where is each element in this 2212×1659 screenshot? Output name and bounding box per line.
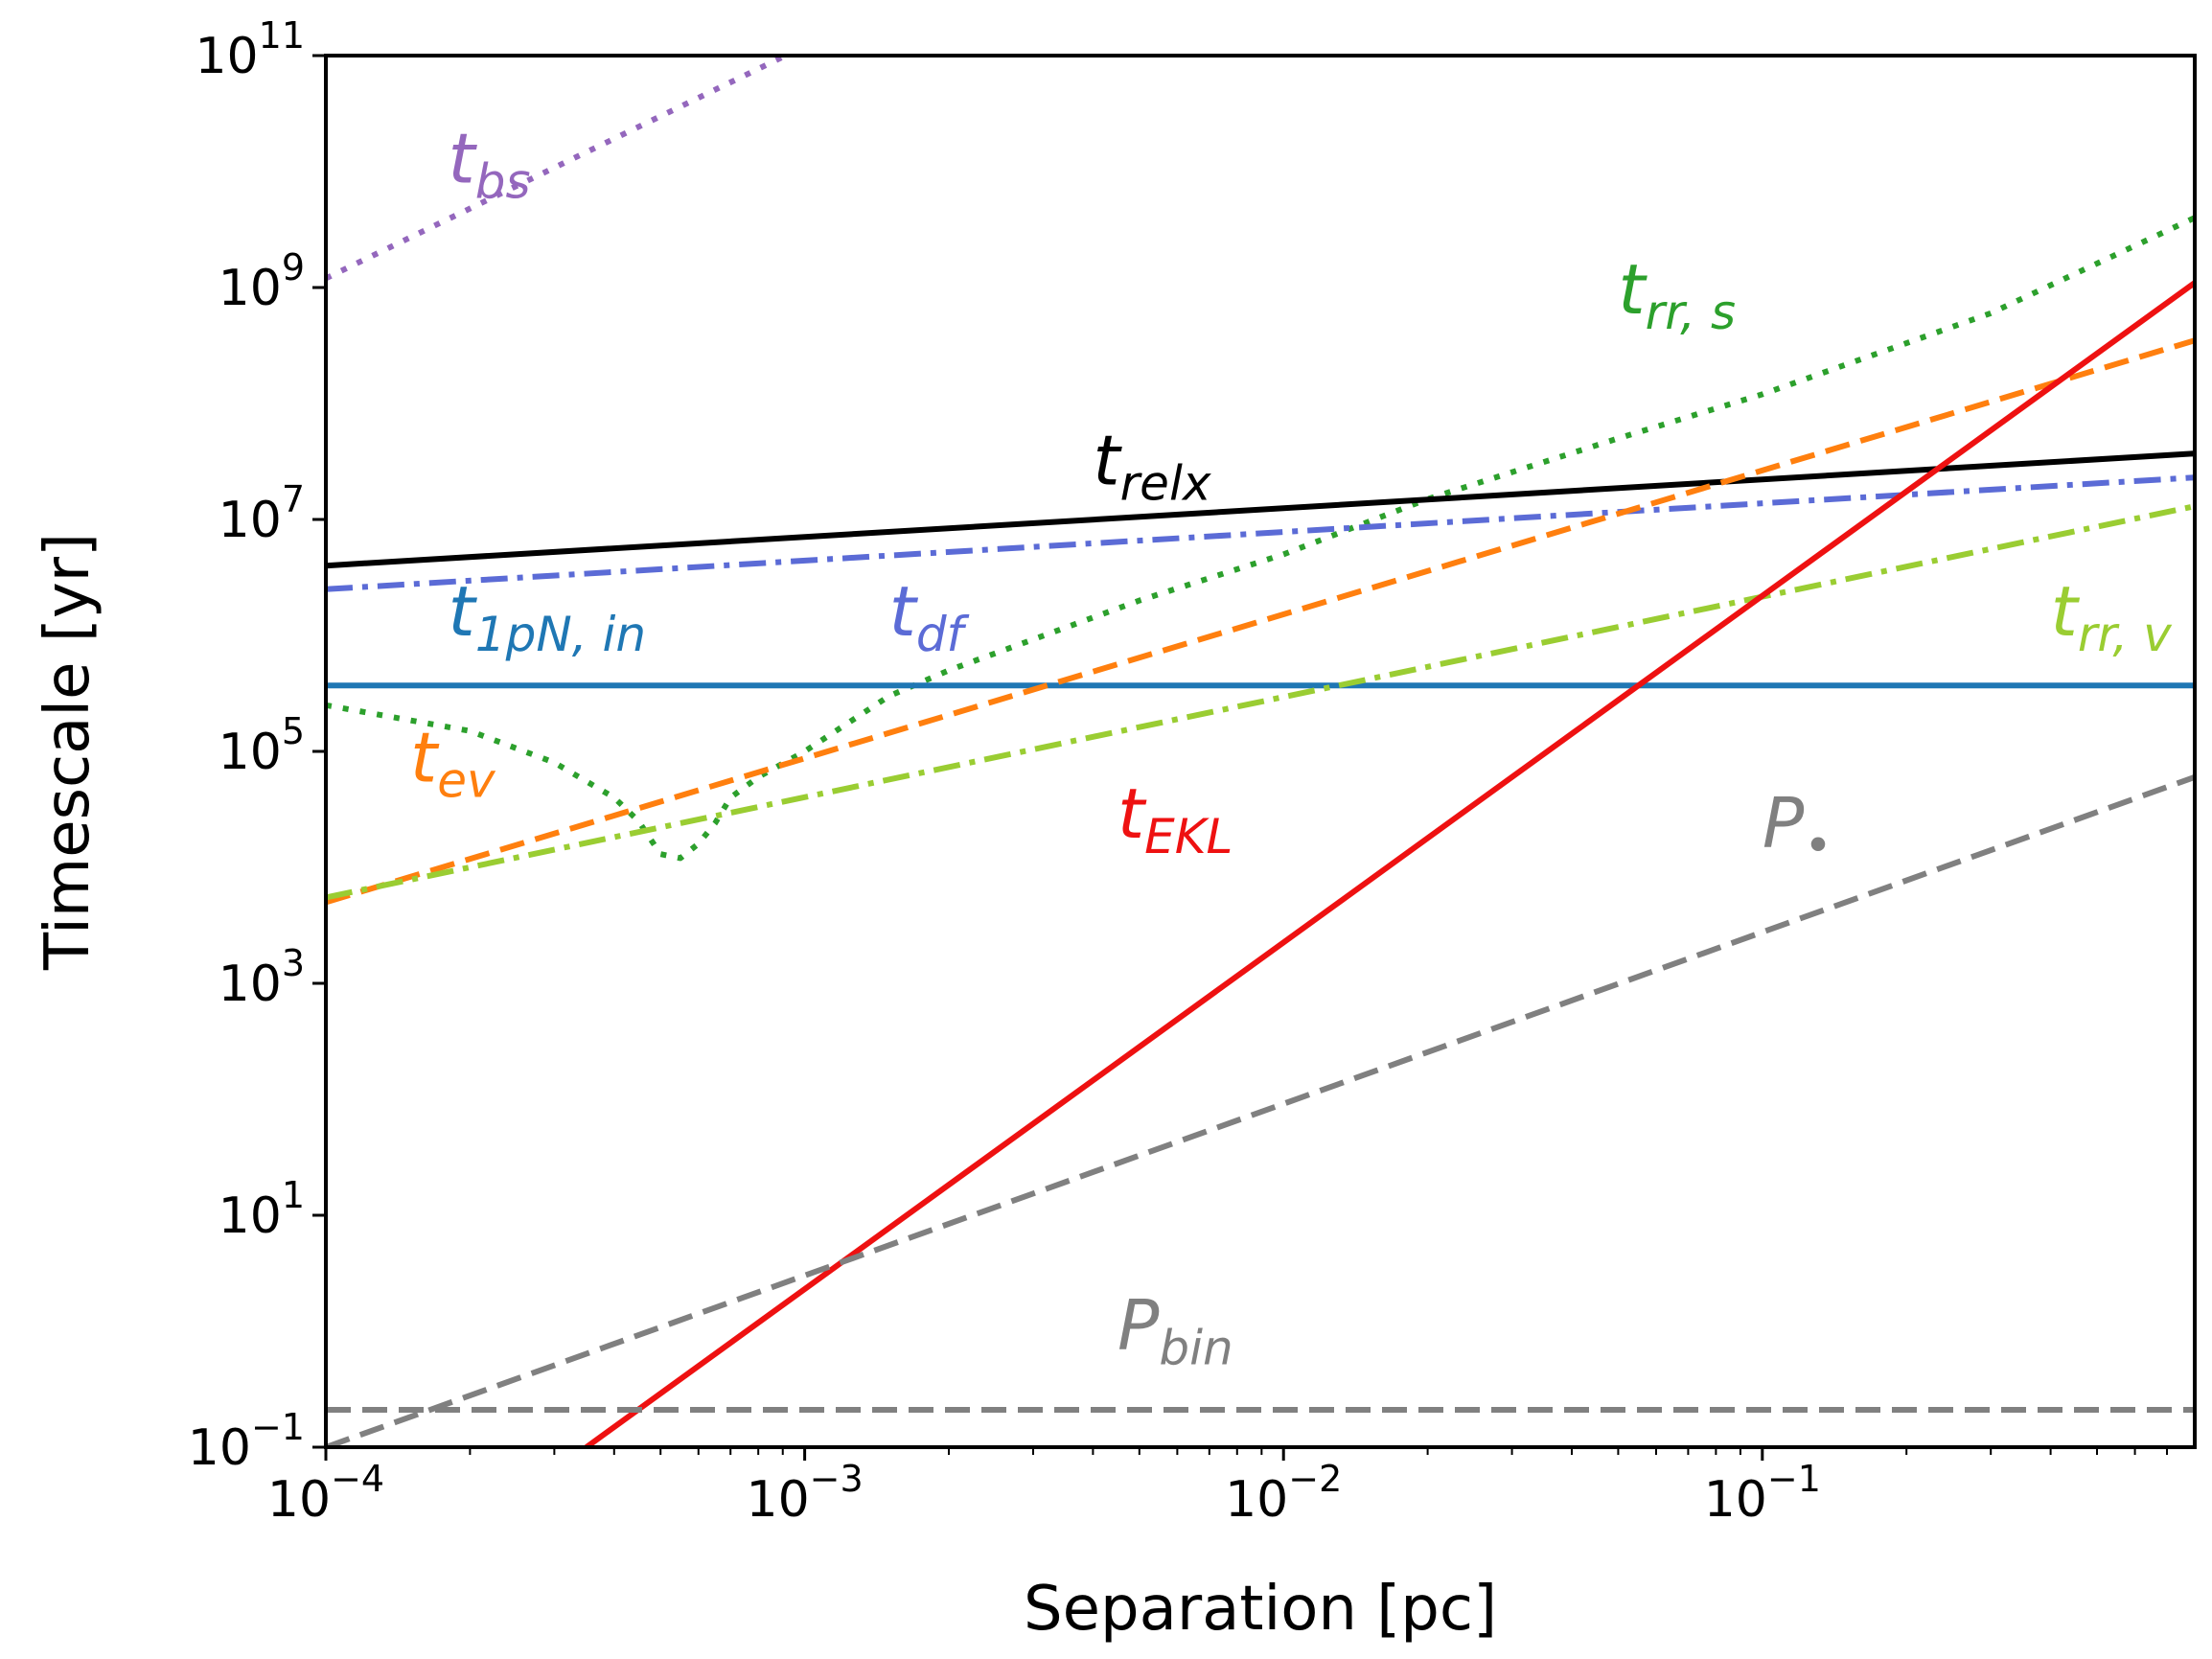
y-tick-label: 10−1 bbox=[188, 1406, 305, 1477]
y-axis-label: Timescale [yr] bbox=[33, 533, 104, 971]
curve-label-t_ev: tev bbox=[410, 717, 496, 808]
y-tick-label: 109 bbox=[219, 246, 305, 317]
curve-label-P_bin: Pbin bbox=[1118, 1285, 1233, 1376]
curve-label-t_bs: tbs bbox=[449, 119, 531, 210]
major-ticks bbox=[312, 54, 1764, 1461]
curve-label-P_dot: P• bbox=[1763, 783, 1832, 874]
curve-label-t_rr_s: trr, s bbox=[1618, 249, 1736, 340]
series-t_EKL bbox=[585, 280, 2195, 1447]
y-tick-label: 1011 bbox=[195, 14, 305, 85]
y-tick-label: 103 bbox=[219, 942, 305, 1013]
series-t_bs bbox=[326, 56, 793, 282]
series-layer bbox=[326, 56, 2195, 1447]
x-tick-label: 10−3 bbox=[747, 1458, 864, 1529]
curve-label-t_df: tdf bbox=[889, 571, 970, 662]
curve-label-t_EKL: tEKL bbox=[1118, 773, 1233, 864]
series-t_relx bbox=[326, 450, 2195, 569]
series-P_dot bbox=[326, 773, 2195, 1447]
curve-label-t_relx: trelx bbox=[1093, 421, 1210, 512]
y-tick-label: 105 bbox=[219, 710, 305, 781]
series-t_rr_v bbox=[326, 503, 2195, 901]
curve-label-t_rr_v: trr, v bbox=[2051, 571, 2174, 662]
y-tick-label: 107 bbox=[219, 478, 305, 549]
x-tick-label: 10−2 bbox=[1225, 1458, 1342, 1529]
x-tick-label: 10−1 bbox=[1704, 1458, 1821, 1529]
series-t_df bbox=[326, 474, 2195, 592]
x-tick-label: 10−4 bbox=[267, 1458, 384, 1529]
x-axis-label: Separation [pc] bbox=[1024, 1574, 1497, 1645]
y-tick-label: 101 bbox=[219, 1174, 305, 1245]
plot-frame bbox=[324, 54, 2197, 1449]
curve-label-t_1pN_in: t1pN, in bbox=[449, 571, 647, 662]
tick-labels: 10−4 10−3 10−2 10−1 10−1 101 103 105 107 109 1011 bbox=[188, 14, 1821, 1529]
series-t_ev bbox=[326, 337, 2195, 906]
plot-background bbox=[326, 56, 2195, 1447]
annotation-layer: tbs trr, s trelx t1pN, in tdf trr, v tev tEKL P•… bbox=[410, 119, 2173, 1376]
